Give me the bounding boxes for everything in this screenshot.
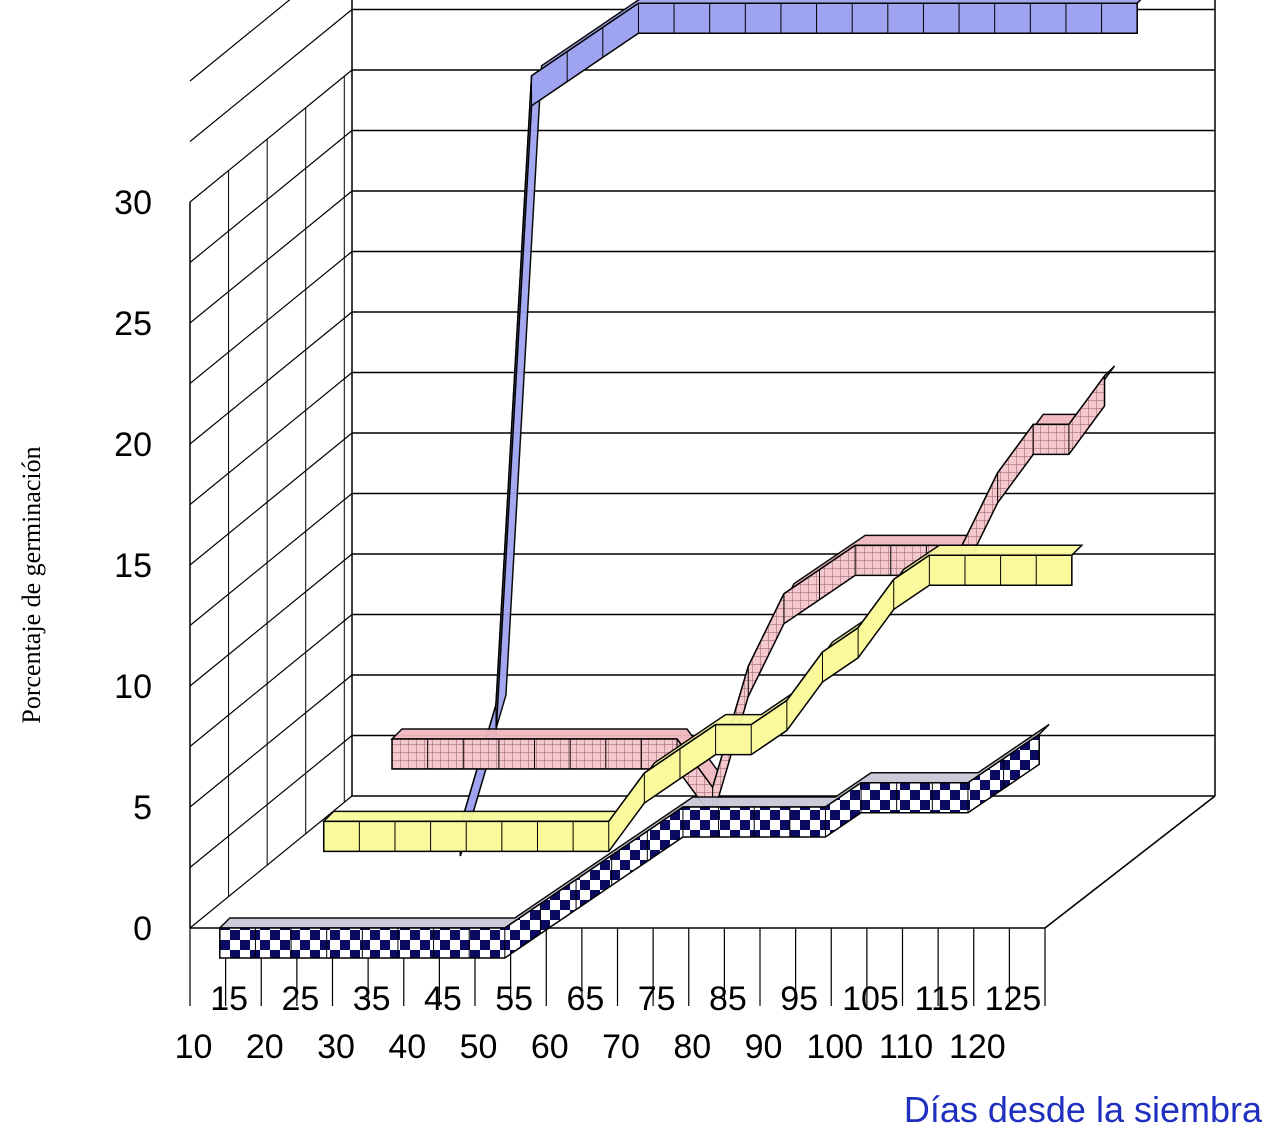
series-ribbon: [459, 0, 1142, 857]
x-tick-label: 10: [175, 1028, 213, 1066]
x-axis-ticks: 10 20 30 40 50 60 70 80 90 100 110 120 15 25 35 45 55 65 7…: [175, 980, 1042, 1066]
x-tick-label: 80: [673, 1028, 711, 1066]
x-tick-label: 30: [317, 1028, 355, 1066]
y-tick-label: 30: [114, 184, 152, 222]
x-tick-label: 110: [879, 1028, 933, 1066]
gridline-side: [189, 311, 353, 445]
x-tick-label: 90: [745, 1028, 783, 1066]
chart-walls: [189, 0, 1216, 1006]
x-tick-label: 20: [246, 1028, 284, 1066]
x-tick-label: 50: [460, 1028, 498, 1066]
y-tick-label: 10: [114, 668, 152, 706]
x-tick-label: 125: [985, 980, 1042, 1018]
gridline-side: [189, 674, 353, 808]
gridline-side: [189, 69, 353, 203]
x-tick-label: 45: [424, 980, 462, 1018]
x-tick-label: 65: [567, 980, 605, 1018]
x-tick-label: 105: [842, 980, 899, 1018]
y-tick-label: 25: [114, 305, 152, 343]
gridline-side: [189, 251, 353, 384]
series-ribbon: [218, 723, 1050, 959]
gridline-side: [189, 0, 291, 82]
x-tick-label: 25: [282, 980, 320, 1018]
x-tick-label: 100: [806, 1028, 863, 1066]
x-tick-label: 35: [353, 980, 391, 1018]
gridline-side: [189, 614, 353, 747]
x-tick-label: 70: [602, 1028, 640, 1066]
x-tick-label: 55: [495, 980, 533, 1018]
y-axis-ticks: 0 5 10 15 20 25 30: [114, 184, 152, 948]
y-tick-label: 0: [133, 910, 152, 948]
x-tick-label: 15: [210, 980, 248, 1018]
x-tick-label: 95: [780, 980, 818, 1018]
gridline-side: [189, 190, 353, 324]
gridline-side: [189, 493, 353, 626]
data-ribbons: [218, 0, 1142, 959]
gridline-side: [189, 372, 353, 505]
x-tick-label: 60: [531, 1028, 569, 1066]
gridline-side: [189, 735, 353, 868]
y-tick-label: 20: [114, 426, 152, 464]
x-tick-label: 40: [388, 1028, 426, 1066]
y-tick-label: 15: [114, 547, 152, 585]
y-tick-label: 5: [133, 789, 152, 827]
floor-right-edge: [1044, 795, 1216, 929]
gridline-side: [189, 9, 353, 142]
x-tick-label: 120: [949, 1028, 1006, 1066]
series-ribbon: [321, 544, 1084, 853]
x-tick-label: 85: [709, 980, 747, 1018]
x-tick-label: 75: [638, 980, 676, 1018]
gridline-side: [189, 795, 353, 929]
x-axis-label: Días desde la siembra: [904, 1089, 1263, 1130]
gridline-side: [189, 130, 353, 263]
gridline-side: [189, 553, 353, 687]
x-tick-label: 115: [915, 980, 969, 1018]
y-axis-label: Porcentaje de germinación: [17, 446, 46, 723]
gridline-side: [189, 432, 353, 566]
